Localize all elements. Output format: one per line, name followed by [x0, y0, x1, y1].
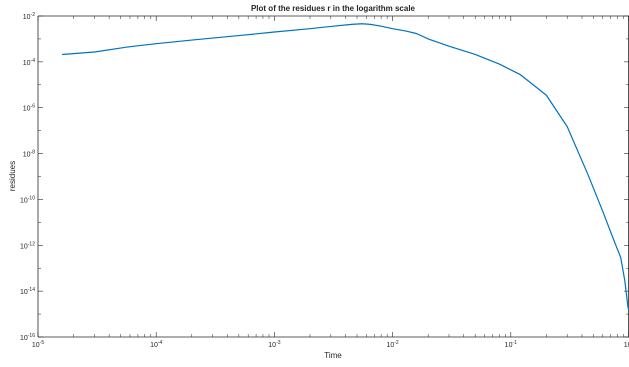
y-tick-label: 10-4 — [23, 58, 35, 67]
tick-marks — [37, 15, 629, 338]
y-tick-exponent: -14 — [28, 287, 35, 293]
y-tick-label: 10-14 — [20, 287, 35, 296]
x-tick-label: 10-5 — [32, 340, 44, 349]
y-tick-exponent: -12 — [28, 241, 35, 247]
y-tick-exponent: -10 — [28, 195, 35, 201]
x-tick-exponent: -2 — [394, 340, 399, 346]
x-tick-label: 10-2 — [386, 340, 398, 349]
y-tick-label: 10-10 — [20, 195, 35, 204]
chart-title: Plot of the residues r in the logarithm … — [251, 4, 416, 13]
x-tick-exponent: -1 — [512, 340, 517, 346]
tick-labels: 10-5 10-4 10-3 10-2 10-1 100 10-16 10-14 10-12 10… — [20, 12, 629, 349]
x-tick-exponent: -5 — [40, 340, 45, 346]
x-tick-exponent: -3 — [276, 340, 281, 346]
y-tick-exponent: -6 — [31, 104, 36, 110]
y-axis-label: residues — [8, 161, 17, 191]
y-tick-exponent: -16 — [28, 333, 35, 339]
y-tick-label: 10-2 — [23, 12, 35, 21]
x-tick-label: 10-3 — [268, 340, 280, 349]
y-tick-label: 10-8 — [23, 150, 35, 159]
x-tick-label: 100 — [624, 340, 629, 349]
y-tick-label: 10-6 — [23, 104, 35, 113]
y-tick-exponent: -2 — [31, 12, 36, 18]
x-tick-label: 10-1 — [505, 340, 517, 349]
x-tick-label: 10-4 — [150, 340, 162, 349]
y-tick-exponent: -4 — [31, 58, 36, 64]
residue-series-line — [62, 23, 629, 311]
x-tick-exponent: -4 — [158, 340, 163, 346]
series-lines — [62, 23, 629, 311]
plot-area — [38, 16, 629, 337]
y-tick-exponent: -8 — [31, 150, 36, 156]
x-axis-label: Time — [324, 351, 342, 360]
y-tick-label: 10-16 — [20, 333, 35, 342]
y-tick-label: 10-12 — [20, 241, 35, 250]
